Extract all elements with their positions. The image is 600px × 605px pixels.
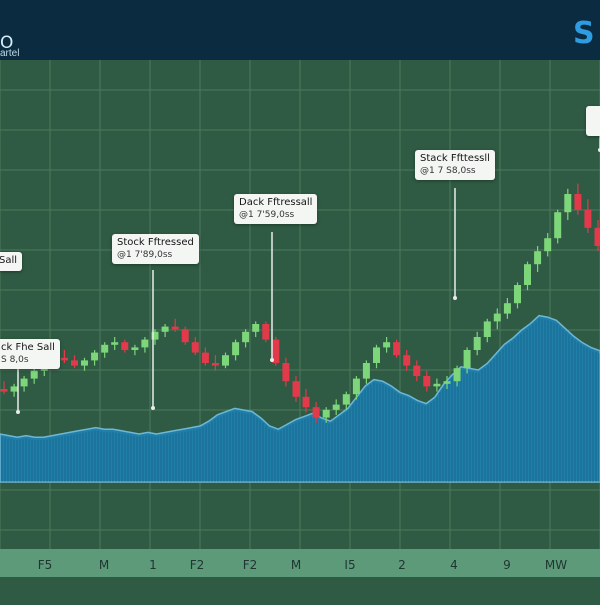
candle-body bbox=[252, 324, 259, 332]
annotation-price: @1 7'59,0ss bbox=[239, 210, 312, 221]
candle-body bbox=[333, 405, 340, 410]
candle-body bbox=[524, 264, 531, 285]
candle-body bbox=[313, 407, 320, 417]
candle-body bbox=[222, 355, 229, 365]
candle-body bbox=[202, 353, 209, 363]
candle-body bbox=[383, 342, 390, 347]
x-tick-label: M bbox=[99, 558, 109, 572]
annotation-title: Stock Fftressed bbox=[117, 237, 194, 250]
candle-body bbox=[21, 379, 28, 387]
candle-body bbox=[81, 360, 88, 365]
annotation-label-4: Dack Fftressall @1 7'59,0ss bbox=[234, 194, 317, 224]
annotation-title: Stack Ffttessll bbox=[420, 153, 490, 166]
candle-body bbox=[403, 355, 410, 365]
candle-body bbox=[574, 194, 581, 210]
candle-body bbox=[534, 251, 541, 264]
candle-body bbox=[564, 194, 571, 212]
candle-body bbox=[303, 397, 310, 407]
candle-body bbox=[162, 327, 169, 332]
x-tick-label: 9 bbox=[503, 558, 511, 572]
callout-dot bbox=[151, 406, 155, 410]
candle-body bbox=[31, 371, 38, 379]
candle-body bbox=[514, 285, 521, 303]
candle-body bbox=[554, 212, 561, 238]
candle-body bbox=[474, 337, 481, 350]
header-subtitle: artel bbox=[0, 48, 19, 59]
candle-body bbox=[494, 314, 501, 322]
candle-body bbox=[121, 342, 128, 350]
candle-body bbox=[433, 384, 440, 387]
x-tick-label: MW bbox=[545, 558, 567, 572]
annotation-price: @1 7'89,0ss bbox=[117, 250, 194, 261]
annotation-title: Dack Fftressall bbox=[239, 197, 312, 210]
x-tick-label: M bbox=[291, 558, 301, 572]
candle-body bbox=[464, 350, 471, 368]
annotation-label-edge bbox=[586, 106, 600, 136]
candle-body bbox=[293, 381, 300, 397]
candle-body bbox=[131, 347, 138, 350]
candle-body bbox=[595, 228, 600, 246]
brand-logo-text: S bbox=[573, 16, 594, 51]
candle-body bbox=[1, 389, 8, 392]
annotation-label-1: Sall bbox=[0, 252, 22, 271]
x-tick-label: F2 bbox=[190, 558, 205, 572]
header-bar bbox=[0, 0, 600, 60]
candle-body bbox=[11, 386, 18, 391]
candle-body bbox=[444, 381, 451, 384]
x-tick-label: F5 bbox=[38, 558, 53, 572]
x-tick-label: 1 bbox=[149, 558, 157, 572]
x-tick-label: 2 bbox=[398, 558, 406, 572]
candle-body bbox=[111, 342, 118, 345]
candle-body bbox=[91, 353, 98, 361]
candle-body bbox=[454, 368, 461, 381]
callout-dot bbox=[453, 296, 457, 300]
candle-body bbox=[61, 358, 68, 361]
candle-body bbox=[101, 345, 108, 353]
callout-dot bbox=[16, 410, 20, 414]
candle-body bbox=[343, 394, 350, 404]
annotation-price: S 8,0s bbox=[1, 355, 55, 366]
candle-body bbox=[182, 329, 189, 342]
bottom-footer bbox=[0, 577, 600, 600]
candle-body bbox=[172, 327, 179, 330]
annotation-label-2: ck Fhe Sall S 8,0s bbox=[0, 339, 60, 369]
candle-body bbox=[373, 347, 380, 363]
annotation-label-5: Stack Ffttessll @1 7 S8,0ss bbox=[415, 150, 495, 180]
candle-body bbox=[584, 210, 591, 228]
candle-body bbox=[232, 342, 239, 355]
annotation-title: ck Fhe Sall bbox=[1, 342, 55, 355]
candle-body bbox=[141, 340, 148, 348]
candle-body bbox=[423, 376, 430, 386]
candle-body bbox=[192, 342, 199, 352]
candle-body bbox=[544, 238, 551, 251]
candle-body bbox=[393, 342, 400, 355]
candle-body bbox=[71, 360, 78, 365]
x-tick-label: F2 bbox=[243, 558, 258, 572]
candle-body bbox=[363, 363, 370, 379]
candle-body bbox=[212, 363, 219, 366]
annotation-title: Sall bbox=[0, 255, 17, 268]
candle-body bbox=[353, 379, 360, 395]
candle-body bbox=[413, 366, 420, 376]
candle-body bbox=[504, 303, 511, 313]
candle-body bbox=[323, 410, 330, 418]
candle-body bbox=[484, 321, 491, 337]
annotation-label-3: Stock Fftressed @1 7'89,0ss bbox=[112, 234, 199, 264]
candle-body bbox=[282, 363, 289, 381]
annotation-price: @1 7 S8,0ss bbox=[420, 166, 490, 177]
callout-dot bbox=[270, 358, 274, 362]
candle-body bbox=[262, 324, 269, 340]
x-tick-label: I5 bbox=[344, 558, 355, 572]
x-tick-label: 4 bbox=[450, 558, 458, 572]
candle-body bbox=[242, 332, 249, 342]
